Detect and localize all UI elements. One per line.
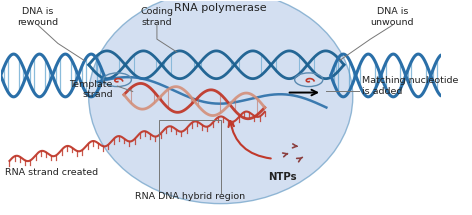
Text: DNA is
rewound: DNA is rewound (17, 7, 59, 26)
Text: Matching nucleotide
is added: Matching nucleotide is added (362, 77, 458, 96)
Text: Coding
strand: Coding strand (141, 7, 173, 26)
Text: RNA strand created: RNA strand created (5, 168, 98, 177)
Text: Template
strand: Template strand (69, 80, 113, 99)
Text: DNA is
unwound: DNA is unwound (371, 7, 414, 26)
Text: RNA polymerase: RNA polymerase (175, 3, 267, 13)
Text: NTPs: NTPs (268, 172, 297, 182)
Ellipse shape (89, 0, 353, 204)
Text: RNA DNA hybrid region: RNA DNA hybrid region (135, 192, 245, 201)
